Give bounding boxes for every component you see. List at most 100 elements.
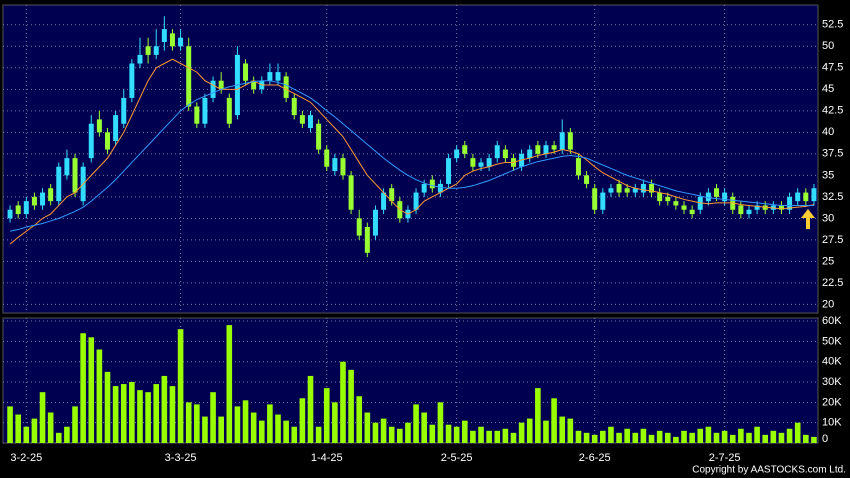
volume-bar — [494, 430, 501, 443]
x-tick-label: 2-5-25 — [441, 452, 473, 464]
volume-bar — [697, 428, 704, 443]
volume-bar — [713, 432, 720, 443]
volume-bar — [429, 424, 436, 443]
candle-body — [332, 158, 338, 172]
candle-body — [778, 205, 784, 210]
volume-bar — [721, 430, 728, 443]
candle-body — [129, 63, 135, 98]
candle-body — [348, 175, 354, 210]
volume-bar — [567, 418, 574, 443]
candle-body — [624, 188, 630, 193]
y-tick-label: 47.5 — [822, 62, 843, 74]
candle-body — [121, 97, 127, 124]
volume-bar — [226, 325, 233, 443]
volume-bar — [348, 369, 354, 443]
y-tick-label: 45 — [822, 83, 834, 95]
candle-body — [738, 205, 744, 215]
volume-bar — [258, 420, 265, 443]
candle-body — [413, 192, 419, 210]
candle-body — [567, 132, 573, 150]
volume-bar — [762, 434, 769, 443]
candle-body — [153, 46, 159, 55]
candle-body — [251, 80, 257, 90]
volume-bar — [112, 386, 119, 443]
volume-bar — [177, 329, 184, 443]
volume-bar — [380, 418, 387, 443]
volume-bar — [210, 392, 216, 443]
candle-body — [811, 188, 817, 202]
volume-bar — [437, 402, 444, 443]
volume-bar — [656, 430, 663, 443]
candle-body — [40, 192, 46, 206]
volume-tick-label: 20K — [822, 396, 842, 408]
volume-bar — [616, 432, 622, 443]
volume-bar — [80, 333, 86, 443]
volume-bar — [218, 416, 224, 443]
volume-bar — [608, 426, 614, 443]
candle-body — [486, 158, 492, 167]
volume-bar — [778, 432, 785, 443]
candle-body — [714, 188, 719, 197]
volume-bar — [372, 422, 379, 443]
x-tick-label: 2-6-25 — [579, 452, 611, 464]
volume-bar — [770, 430, 777, 443]
volume-bar — [478, 426, 484, 443]
volume-bar — [332, 402, 338, 443]
volume-bar — [31, 418, 38, 443]
volume-bar — [153, 384, 160, 443]
candle-body — [161, 29, 167, 42]
candle-body — [243, 63, 249, 81]
volume-bar — [72, 406, 78, 443]
candle-body — [96, 119, 102, 133]
volume-bar — [405, 422, 411, 443]
candle-body — [454, 149, 460, 159]
volume-bar — [421, 412, 427, 443]
candle-body — [15, 205, 21, 215]
candle-body — [616, 183, 622, 193]
volume-bar — [96, 349, 103, 443]
candle-body — [137, 54, 143, 64]
candle-body — [113, 115, 119, 141]
candle-body — [72, 158, 78, 193]
volume-bar — [104, 371, 111, 443]
volume-bar — [526, 418, 533, 443]
candle-body — [291, 97, 297, 116]
candle-body — [584, 175, 590, 184]
x-tick-label: 2-7-25 — [709, 452, 741, 464]
volume-bar — [705, 426, 712, 443]
volume-bar — [664, 432, 671, 443]
candle-body — [389, 188, 395, 202]
volume-bar — [583, 432, 590, 443]
volume-bar — [397, 428, 403, 443]
arrow-icon — [801, 209, 815, 229]
candle-body — [689, 209, 695, 215]
volume-bar — [299, 398, 306, 443]
volume-bar — [681, 430, 687, 443]
volume-bar — [689, 432, 695, 443]
volume-bar — [453, 426, 460, 443]
volume-bar — [323, 388, 330, 443]
candle-body — [494, 145, 500, 159]
volume-tick-label: 50K — [822, 335, 842, 347]
volume-bar — [356, 396, 363, 443]
volume-bar — [283, 420, 289, 443]
candle-body — [649, 183, 655, 193]
volume-bar — [794, 422, 801, 443]
candle-body — [23, 201, 29, 215]
volume-bar — [364, 412, 371, 443]
candle-body — [64, 158, 70, 176]
candle-body — [787, 196, 793, 210]
candle-body — [56, 166, 62, 202]
volume-bar — [786, 428, 793, 443]
volume-bar — [600, 430, 606, 443]
candle-body — [640, 183, 646, 193]
candle-body — [681, 205, 687, 210]
price-panel — [2, 4, 819, 314]
y-tick-label: 42.5 — [822, 105, 843, 117]
volume-bar — [137, 390, 143, 443]
candle-body — [446, 158, 452, 184]
volume-bar — [145, 392, 151, 443]
y-tick-label: 40 — [822, 126, 834, 138]
candle-body — [551, 145, 557, 150]
